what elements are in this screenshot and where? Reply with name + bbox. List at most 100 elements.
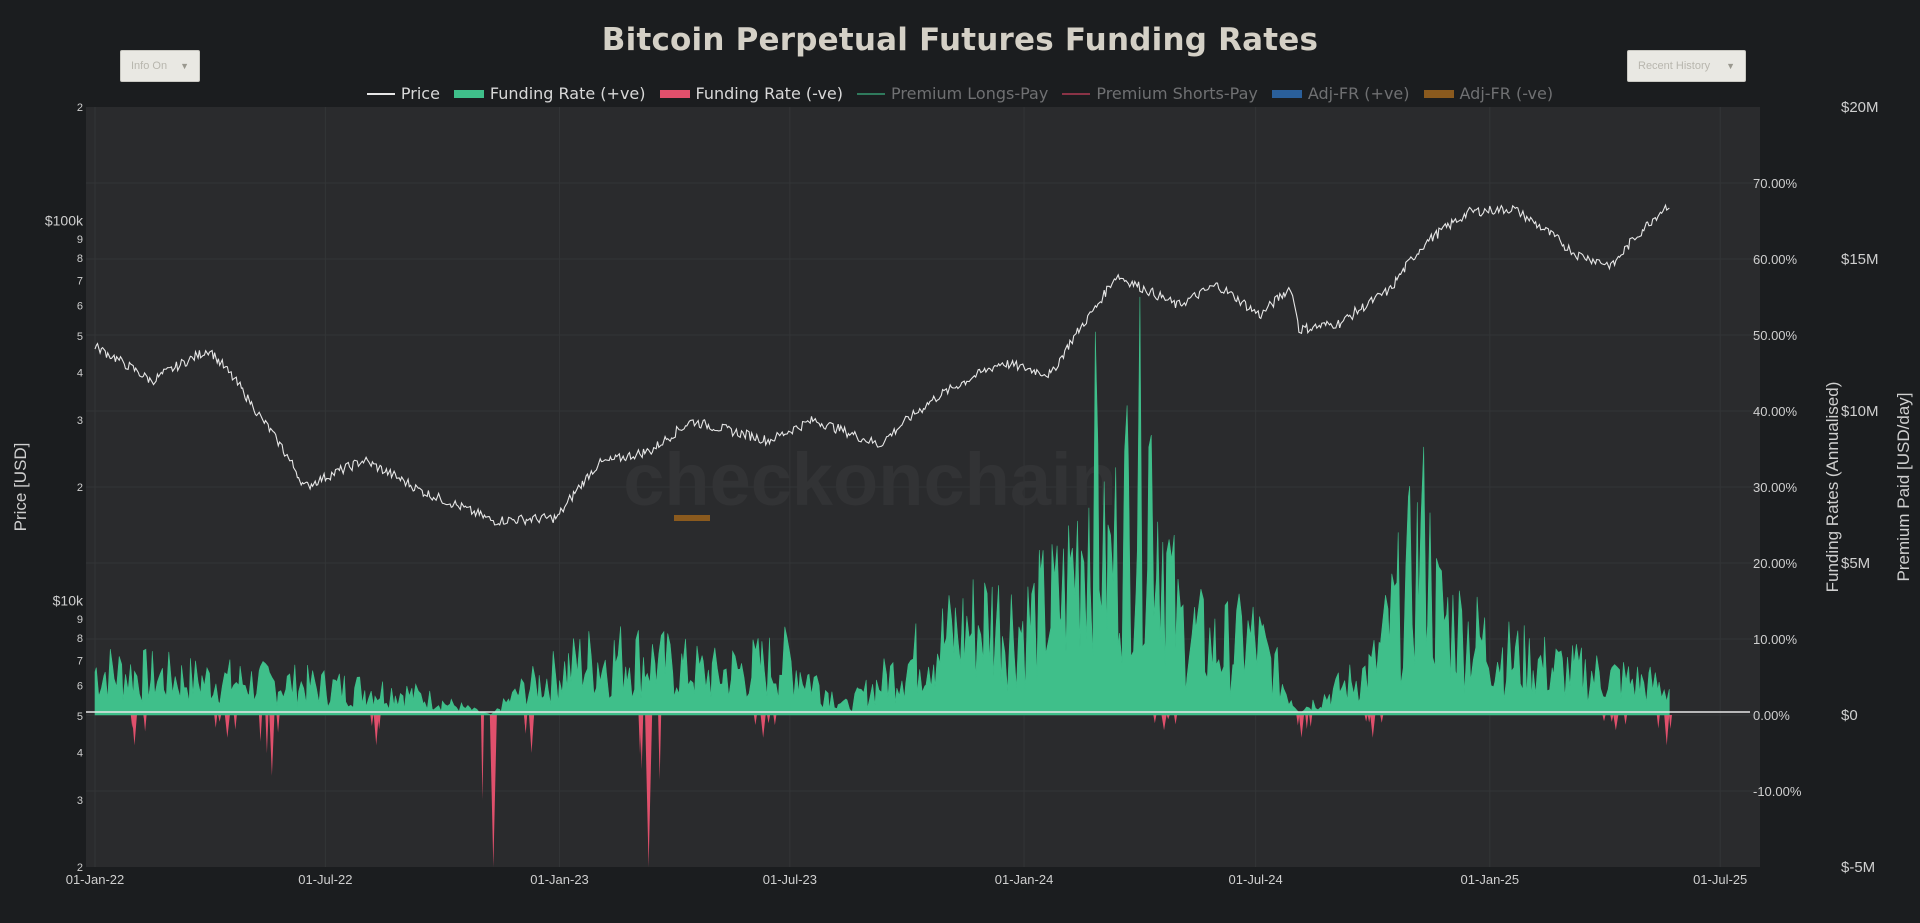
funding-tick-label: 20.00% [1753, 556, 1798, 571]
funding-negative-spike [1602, 715, 1606, 722]
legend-label: Adj-FR (+ve) [1307, 84, 1410, 103]
legend-item[interactable]: Adj-FR (-ve) [1423, 84, 1553, 103]
legend-item[interactable]: Funding Rate (+ve) [453, 84, 646, 103]
legend-item[interactable]: Price [366, 84, 440, 103]
funding-negative-spike [1166, 715, 1170, 720]
legend-label: Premium Longs-Pay [891, 84, 1049, 103]
funding-negative-spike [1666, 715, 1670, 726]
legend-swatch [659, 89, 690, 98]
funding-negative-spike [1380, 715, 1384, 723]
legend-swatch [1062, 92, 1091, 95]
price-tick-label: 4 [77, 748, 83, 760]
funding-tick-label: -10.00% [1753, 784, 1802, 799]
legend-swatch [1423, 89, 1454, 98]
info-dropdown[interactable]: Info On ▼ [120, 50, 200, 82]
funding-negative-spike [373, 715, 379, 746]
price-path [94, 203, 1670, 527]
funding-negative-spike [218, 715, 222, 722]
funding-axis-title: Funding Rates (Annualised) [1823, 382, 1842, 593]
info-dropdown-label: Info On [131, 60, 168, 72]
funding-negative-spike [1298, 715, 1304, 738]
price-tick-label: 8 [77, 633, 83, 645]
watermark: checkonchain [623, 438, 1117, 521]
funding-negative-spike [492, 715, 496, 795]
premium-tick-label: $15M [1841, 251, 1879, 268]
price-tick-label: 2 [77, 102, 83, 114]
funding-negative-spike [269, 715, 275, 776]
price-tick-label: $100k [45, 212, 84, 228]
x-tick-label: 01-Jan-23 [530, 872, 589, 887]
premium-tick-label: $-5M [1841, 859, 1875, 876]
funding-negative-spike [214, 715, 218, 728]
price-tick-label: 2 [77, 862, 83, 874]
premium-tick-label: $0 [1841, 707, 1858, 724]
funding-tick-label: 30.00% [1753, 480, 1798, 495]
funding-negative-spike [1364, 715, 1368, 722]
price-tick-label: 5 [77, 711, 83, 723]
legend-label: Premium Shorts-Pay [1096, 84, 1258, 103]
funding-negative-spike [1610, 715, 1614, 722]
funding-negative-spike [640, 715, 644, 770]
funding-negative-spike [1309, 715, 1313, 727]
funding-tick-label: 10.00% [1753, 632, 1798, 647]
history-dropdown-label: Recent History [1638, 60, 1711, 72]
price-tick-label: $10k [53, 592, 84, 608]
funding-negative-spike [1370, 715, 1376, 738]
history-dropdown[interactable]: Recent History ▼ [1627, 50, 1746, 82]
premium-tick-label: $10M [1841, 403, 1879, 420]
price-tick-label: 5 [77, 331, 83, 343]
chart-title: Bitcoin Perpetual Futures Funding Rates [601, 22, 1319, 58]
premium-tick-label: $5M [1841, 555, 1870, 572]
price-tick-label: 9 [77, 614, 83, 626]
adj-fr-negative-mark [674, 515, 710, 521]
legend-label: Funding Rate (-ve) [695, 84, 844, 103]
x-tick-label: 01-Jul-23 [763, 872, 817, 887]
x-tick-label: 01-Jul-24 [1229, 872, 1283, 887]
funding-negative-spike [1613, 715, 1619, 731]
funding-tick-label: 40.00% [1753, 404, 1798, 419]
funding-negative-spike [767, 715, 771, 724]
x-tick-label: 01-Jan-25 [1461, 872, 1520, 887]
price-tick-label: 3 [77, 795, 83, 807]
chevron-down-icon: ▼ [180, 61, 189, 71]
funding-negative-spike [1624, 715, 1628, 725]
funding-negative-spike [1161, 715, 1167, 731]
funding-negative-spike [480, 715, 484, 800]
funding-negative-spike [1367, 715, 1371, 723]
price-tick-label: 7 [77, 275, 83, 287]
funding-negative-spike [130, 715, 134, 729]
price-axis-ticks: 2 3 4 5 6 7 8 9 $10k 2 3 4 5 6 7 8 9 $100k 2 [45, 102, 84, 874]
funding-negative-spike [265, 715, 269, 754]
funding-negative-spike [1656, 715, 1660, 729]
funding-negative-spike [233, 715, 237, 730]
funding-tick-label: 70.00% [1753, 176, 1798, 191]
legend-swatch [453, 89, 484, 98]
x-axis-ticks: 01-Jan-22 01-Jul-22 01-Jan-23 01-Jul-23 01-J… [66, 872, 1748, 887]
funding-negative-spike [760, 715, 766, 738]
legend-item[interactable]: Adj-FR (+ve) [1271, 84, 1410, 103]
price-tick-label: 6 [77, 681, 83, 693]
funding-tick-label: 0.00% [1753, 708, 1790, 723]
chart-legend: Price Funding Rate (+ve) Funding Rate (-ve… [0, 84, 1920, 103]
funding-negative-spike [258, 715, 262, 742]
x-tick-label: 01-Jul-25 [1693, 872, 1747, 887]
price-axis-title: Price [USD] [11, 443, 30, 532]
price-tick-label: 7 [77, 655, 83, 667]
legend-item[interactable]: Premium Shorts-Pay [1062, 84, 1258, 103]
chevron-down-icon: ▼ [1726, 61, 1735, 71]
x-tick-label: 01-Jan-24 [995, 872, 1054, 887]
price-tick-label: 6 [77, 301, 83, 313]
legend-item[interactable]: Premium Longs-Pay [857, 84, 1048, 103]
price-line [94, 203, 1670, 527]
price-tick-label: 8 [77, 253, 83, 265]
legend-swatch [1271, 89, 1302, 98]
funding-negative-spike [374, 715, 378, 726]
funding-negative-spike [1153, 715, 1157, 724]
funding-negative-spike [224, 715, 230, 738]
funding-tick-label: 60.00% [1753, 252, 1798, 267]
funding-negative-spike [377, 715, 381, 730]
premium-tick-label: $20M [1841, 99, 1879, 116]
legend-item[interactable]: Funding Rate (-ve) [659, 84, 844, 103]
funding-negative-spike [143, 715, 147, 723]
